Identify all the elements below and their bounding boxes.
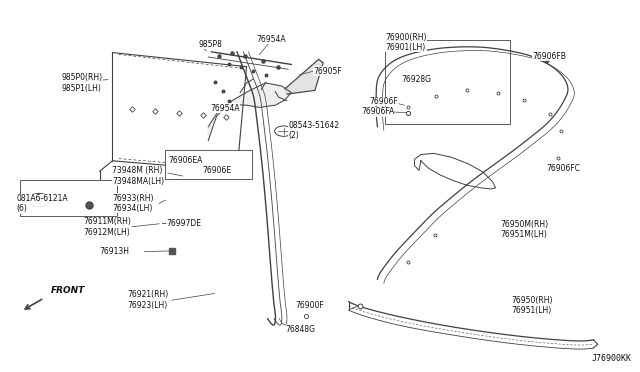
Text: 73948M (RH)
73948MA(LH): 73948M (RH) 73948MA(LH): [113, 166, 164, 186]
Text: 081A6-6121A
(6): 081A6-6121A (6): [16, 194, 68, 214]
Text: 76950M(RH)
76951M(LH): 76950M(RH) 76951M(LH): [500, 220, 548, 240]
Polygon shape: [208, 83, 291, 141]
Text: 76905F: 76905F: [314, 67, 342, 76]
Text: J76900KK: J76900KK: [591, 354, 632, 363]
Text: 76906E: 76906E: [202, 166, 231, 175]
Text: 76928G: 76928G: [402, 75, 432, 84]
Text: 76913H: 76913H: [100, 247, 130, 256]
Text: 76911M(RH)
76912M(LH): 76911M(RH) 76912M(LH): [84, 218, 132, 237]
Text: 76933(RH)
76934(LH): 76933(RH) 76934(LH): [113, 194, 154, 213]
Text: 76950(RH)
76951(LH): 76950(RH) 76951(LH): [511, 296, 553, 315]
Text: 76906F: 76906F: [370, 97, 399, 106]
Text: 76921(RH)
76923(LH): 76921(RH) 76923(LH): [127, 291, 168, 310]
Text: 76997DE: 76997DE: [167, 219, 202, 228]
Text: 76906FC: 76906FC: [547, 164, 580, 173]
Text: 08543-51642
(2): 08543-51642 (2): [288, 121, 339, 140]
Text: B: B: [37, 198, 41, 203]
Text: 76954A: 76954A: [210, 104, 240, 113]
Text: 76900F: 76900F: [296, 301, 324, 310]
Text: 76954A: 76954A: [256, 35, 286, 44]
Text: 76906FA: 76906FA: [361, 108, 394, 116]
Text: 985P0(RH)
985P1(LH): 985P0(RH) 985P1(LH): [61, 73, 102, 93]
Text: B: B: [37, 198, 41, 203]
Bar: [166, 150, 252, 179]
Polygon shape: [285, 59, 323, 94]
Text: 76900(RH)
76901(LH): 76900(RH) 76901(LH): [385, 32, 427, 52]
Text: 76848G: 76848G: [285, 325, 315, 334]
Text: FRONT: FRONT: [51, 286, 84, 295]
Bar: [20, 180, 117, 217]
Bar: [385, 40, 509, 124]
Text: 76906FB: 76906FB: [532, 52, 566, 61]
Text: 985P8: 985P8: [198, 40, 223, 49]
Text: 76906EA: 76906EA: [169, 156, 203, 165]
